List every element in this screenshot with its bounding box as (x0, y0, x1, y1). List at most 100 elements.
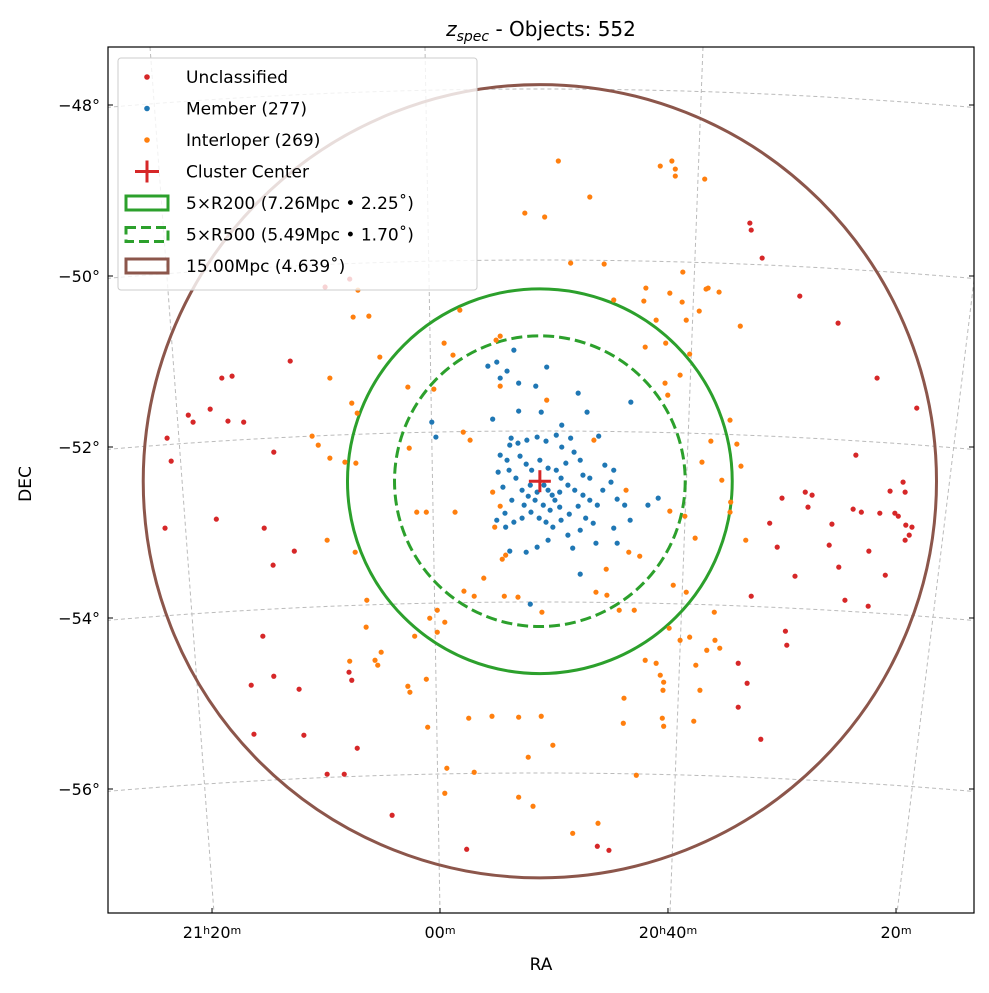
interloper-point (727, 417, 733, 423)
interloper-point (662, 380, 668, 386)
unclassified-point (895, 513, 901, 519)
interloper-point (377, 354, 383, 360)
interloper-point (568, 260, 574, 266)
member-point (557, 504, 563, 510)
member-point (545, 537, 551, 543)
radius-circle-1 (393, 334, 687, 629)
unclassified-point (190, 419, 196, 425)
member-point (563, 460, 569, 466)
member-point (580, 472, 586, 478)
unclassified-point (735, 660, 741, 666)
member-point (532, 497, 538, 503)
interloper-point (434, 629, 440, 635)
member-point (575, 503, 581, 509)
legend-entry: Interloper (269) (144, 131, 320, 151)
member-point (490, 416, 496, 422)
x-tick-label: 20h40m (639, 923, 697, 942)
legend-entry: 5×R200 (7.26Mpc • 2.25˚) (124, 193, 414, 214)
interloper-point (626, 549, 632, 555)
interloper-point (657, 672, 663, 678)
interloper-point (544, 397, 550, 403)
member-point (503, 524, 509, 530)
unclassified-point (271, 449, 277, 455)
unclassified-point (903, 522, 909, 528)
interloper-point (604, 592, 610, 598)
ra-gridline (424, 47, 441, 913)
member-point (495, 469, 501, 475)
interloper-point (642, 657, 648, 663)
member-point (557, 489, 563, 495)
x-tick-label: 00m (424, 923, 455, 942)
interloper-point (471, 769, 477, 775)
y-tick-label: −56° (58, 780, 100, 799)
member-point (521, 502, 527, 508)
interloper-point (489, 713, 495, 719)
member-point (559, 422, 565, 428)
member-point (527, 601, 533, 607)
interloper-point (719, 477, 725, 483)
interloper-point (499, 556, 505, 562)
interloper-point (366, 313, 372, 319)
interloper-point (423, 509, 429, 515)
interloper-point (679, 299, 685, 305)
radius-circle-0 (345, 287, 734, 676)
unclassified-point (248, 682, 254, 688)
member-point (485, 363, 491, 369)
legend-label: Member (277) (186, 100, 307, 120)
member-point (534, 434, 540, 440)
interloper-point (350, 314, 356, 320)
interloper-point (670, 582, 676, 588)
dec-gridline (108, 601, 974, 621)
interloper-point (642, 344, 648, 350)
unclassified-point (229, 373, 235, 379)
interloper-point (530, 803, 536, 809)
unclassified-point (784, 642, 790, 648)
member-point (570, 545, 576, 551)
unclassified-point (792, 573, 798, 579)
member-point (506, 467, 512, 473)
y-tick-label: −52° (58, 438, 100, 457)
unclassified-point (914, 405, 920, 411)
interloper-point (481, 575, 487, 581)
interloper-point (442, 619, 448, 625)
legend-label: Interloper (269) (186, 131, 320, 151)
unclassified-point (349, 677, 355, 683)
member-point (655, 495, 661, 501)
member-point (511, 347, 517, 353)
unclassified-point (260, 633, 266, 639)
member-point (545, 487, 551, 493)
member-point (429, 419, 435, 425)
dec-gridline (108, 772, 974, 792)
interloper-point (503, 552, 509, 558)
interloper-point (687, 634, 693, 640)
member-point (628, 399, 634, 405)
interloper-point (653, 660, 659, 666)
unclassified-point (270, 562, 276, 568)
y-tick-label: −48° (58, 96, 100, 115)
interloper-point (354, 410, 360, 416)
interloper-point (611, 297, 617, 303)
member-point (504, 457, 510, 463)
interloper-point (587, 194, 593, 200)
x-tick-label: 21h20m (183, 923, 241, 942)
interloper-point (555, 158, 561, 164)
unclassified-point (767, 520, 773, 526)
interloper-point (641, 298, 647, 304)
member-point (544, 364, 550, 370)
interloper-point (460, 429, 466, 435)
member-point (524, 437, 530, 443)
unclassified-point (906, 532, 912, 538)
interloper-point (515, 594, 521, 600)
unclassified-point (162, 525, 168, 531)
legend-label: 15.00Mpc (4.639˚) (186, 256, 345, 277)
interloper-point (683, 317, 689, 323)
unclassified-point (797, 293, 803, 299)
unclassified-point (877, 510, 883, 516)
unclassified-point (168, 458, 174, 464)
legend-patch-icon (124, 226, 170, 243)
member-point (645, 502, 651, 508)
member-point (494, 359, 500, 365)
legend-label: Cluster Center (186, 163, 309, 183)
x-axis-label: RA (530, 955, 553, 975)
